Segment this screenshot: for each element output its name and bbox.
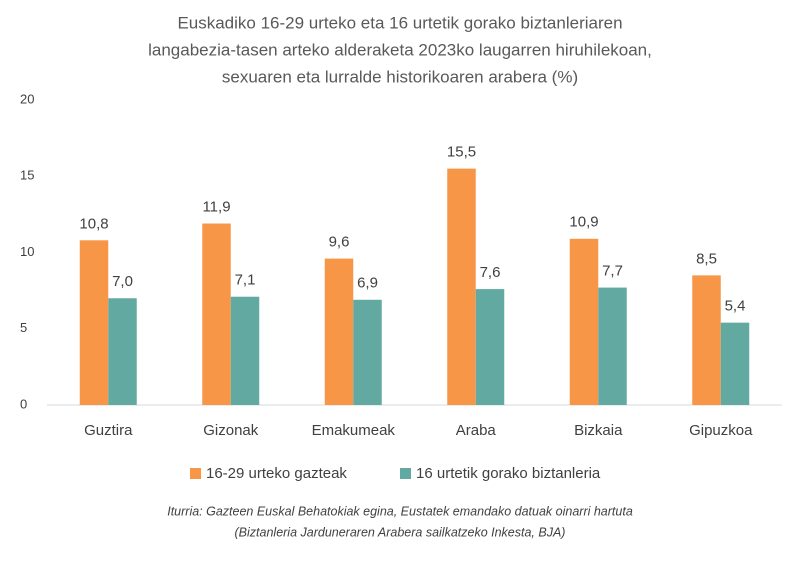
bar bbox=[202, 223, 231, 405]
x-tick-label: Bizkaia bbox=[574, 422, 623, 439]
bar bbox=[108, 298, 137, 405]
x-tick-label: Gizonak bbox=[203, 422, 259, 439]
value-label: 7,6 bbox=[480, 264, 501, 281]
y-tick-label: 15 bbox=[20, 168, 34, 183]
bar bbox=[447, 168, 476, 405]
y-tick-label: 10 bbox=[20, 244, 34, 259]
value-label: 10,9 bbox=[569, 214, 598, 231]
legend-label: 16 urtetik gorako biztanleria bbox=[416, 465, 601, 482]
value-label: 11,9 bbox=[202, 198, 230, 215]
bar bbox=[353, 299, 382, 405]
source-note: (Biztanleria Jarduneraren Arabera sailka… bbox=[235, 525, 566, 539]
y-tick-label: 20 bbox=[20, 91, 34, 106]
bar bbox=[79, 240, 109, 405]
legend-swatch bbox=[400, 468, 411, 479]
chart-title: sexuaren eta lurralde historikoaren arab… bbox=[222, 67, 578, 86]
bar bbox=[720, 322, 750, 405]
bar bbox=[230, 296, 260, 405]
value-label: 9,6 bbox=[329, 234, 350, 251]
value-label: 7,1 bbox=[235, 272, 256, 289]
bar bbox=[598, 287, 627, 405]
value-label: 5,4 bbox=[725, 298, 746, 315]
chart-title: Euskadiko 16-29 urteko eta 16 urtetik go… bbox=[177, 13, 622, 32]
x-tick-label: Guztira bbox=[84, 422, 133, 439]
bar bbox=[324, 258, 354, 405]
x-tick-label: Araba bbox=[456, 422, 497, 439]
y-tick-label: 5 bbox=[20, 320, 27, 335]
chart-title: langabezia-tasen arteko alderaketa 2023k… bbox=[148, 40, 652, 59]
value-label: 7,0 bbox=[112, 273, 133, 290]
source-note: Iturria: Gazteen Euskal Behatokiak egina… bbox=[167, 504, 633, 518]
bar bbox=[475, 289, 505, 405]
y-tick-label: 0 bbox=[20, 396, 27, 411]
value-label: 8,5 bbox=[696, 250, 717, 267]
x-tick-label: Gipuzkoa bbox=[689, 422, 753, 439]
value-label: 10,8 bbox=[79, 215, 108, 232]
bar bbox=[692, 275, 721, 405]
legend-label: 16-29 urteko gazteak bbox=[206, 465, 347, 482]
legend-swatch bbox=[190, 468, 201, 479]
bar bbox=[569, 238, 599, 405]
value-label: 7,7 bbox=[602, 263, 623, 280]
x-tick-label: Emakumeak bbox=[312, 422, 396, 439]
value-label: 6,9 bbox=[357, 275, 378, 292]
value-label: 15,5 bbox=[447, 144, 476, 161]
